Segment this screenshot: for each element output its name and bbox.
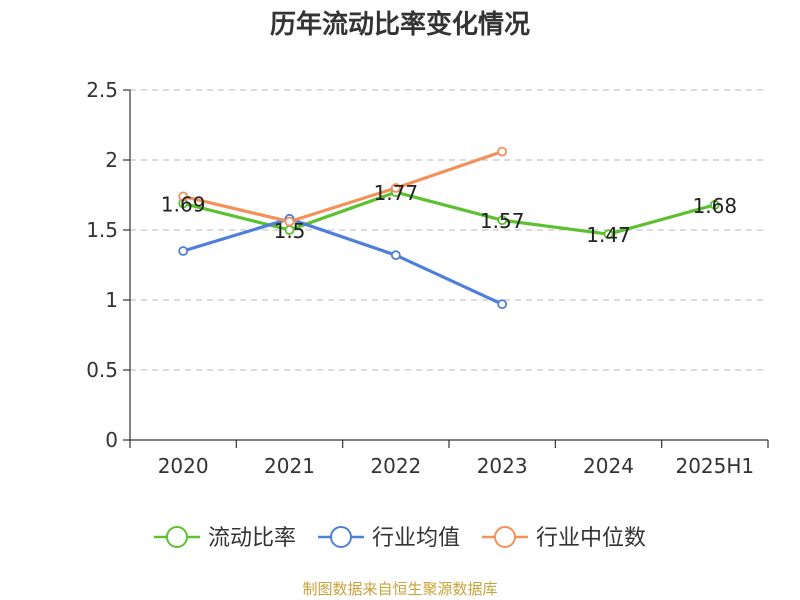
data-point: [497, 146, 508, 157]
y-tick-label: 2: [105, 148, 118, 172]
data-point: [603, 229, 614, 240]
legend-item-2[interactable]: 行业均值: [318, 526, 460, 551]
grid-lines: [130, 89, 768, 371]
legend-swatch-circle: [494, 526, 516, 548]
y-tick-label: 1.5: [86, 218, 118, 242]
x-axis-ticks: 2020 2021 2022 2023 2024 2025H1: [129, 440, 769, 478]
series-lines: [182, 150, 716, 306]
data-label: 1.68: [693, 194, 738, 218]
y-tick-label: 1: [105, 288, 118, 312]
legend-item-3[interactable]: 行业中位数: [482, 526, 646, 551]
y-tick-label: 0: [105, 428, 118, 452]
axes: [129, 90, 768, 441]
x-tick-label: 2024: [583, 454, 634, 478]
data-point: [284, 216, 295, 227]
y-axis-ticks: 0 0.5 1 1.5 2 2.5: [86, 78, 130, 452]
legend-label: 行业均值: [372, 526, 460, 551]
data-label: 1.77: [374, 181, 419, 205]
series-line-3: [182, 150, 503, 224]
x-tick-label: 2021: [264, 454, 315, 478]
data-label: 1.57: [480, 209, 525, 233]
data-point: [709, 199, 720, 210]
chart-title: 历年流动比率变化情况: [270, 9, 530, 40]
data-point: [178, 191, 189, 202]
x-tick-label: 2025H1: [675, 454, 754, 478]
y-tick-label: 2.5: [86, 78, 118, 102]
data-point: [497, 215, 508, 226]
legend-item-1[interactable]: 流动比率: [154, 526, 296, 551]
data-point: [390, 250, 401, 261]
data-point: [178, 246, 189, 256]
data-label: 1.47: [586, 223, 631, 247]
x-tick-label: 2020: [158, 454, 209, 478]
data-point: [390, 183, 401, 193]
data-label: 1.69: [161, 192, 206, 216]
x-tick-label: 2022: [370, 454, 421, 478]
data-labels: 1.69 1.5 1.77 1.57 1.47 1.68: [161, 181, 737, 247]
data-point: [497, 299, 508, 310]
legend-label: 行业中位数: [536, 526, 646, 551]
legend-swatch-circle: [330, 526, 352, 548]
legend-label: 流动比率: [208, 526, 296, 551]
legend-swatch-circle: [166, 526, 188, 548]
series-points: [178, 146, 720, 310]
x-tick-label: 2023: [477, 454, 528, 478]
data-label: 1.5: [274, 219, 306, 243]
y-tick-label: 0.5: [86, 358, 118, 382]
source-note: 制图数据来自恒生聚源数据库: [302, 580, 497, 598]
series-line-2: [182, 217, 503, 306]
legend: 流动比率 行业均值 行业中位数: [154, 526, 646, 551]
